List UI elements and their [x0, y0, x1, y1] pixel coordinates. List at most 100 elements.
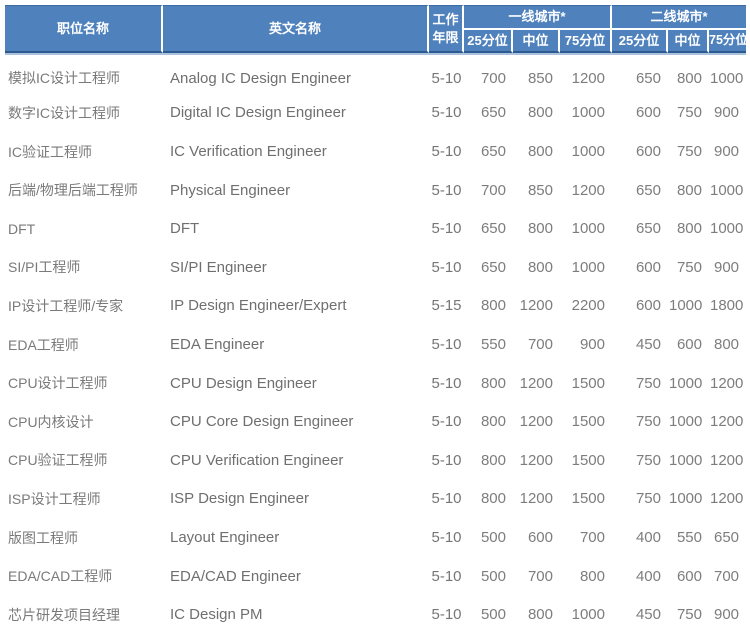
- cell-tier2-p75: 1200: [710, 413, 744, 431]
- cell-english: Analog IC Design Engineer: [170, 69, 351, 87]
- cell-english: Physical Engineer: [170, 181, 291, 199]
- cell-work-years: 5-10: [431, 336, 462, 354]
- cell-english: CPU Design Engineer: [170, 374, 317, 392]
- cell-tier1-p25: 500: [480, 529, 506, 547]
- cell-tier2-p50: 800: [676, 69, 702, 87]
- cell-work-years: 5-10: [431, 413, 462, 431]
- cell-english: Digital IC Design Engineer: [170, 104, 346, 122]
- cell-tier1-p75: 1500: [571, 451, 605, 469]
- cell-work-years: 5-10: [431, 143, 462, 161]
- header-work-years-line2: 年限: [432, 29, 459, 45]
- cell-position: EDA工程师: [8, 336, 79, 353]
- table-row: CPU验证工程师 CPU Verification Engineer 5-10 …: [5, 441, 746, 480]
- table-row: DFT DFT 5-10 650 800 1000 650 800 1000: [5, 209, 746, 248]
- header-tier1-group: 一线城市*: [464, 5, 612, 30]
- cell-tier2-p50: 750: [676, 258, 702, 276]
- cell-tier2-p25: 750: [635, 374, 661, 392]
- cell-tier1-p50: 700: [527, 567, 553, 585]
- cell-tier1-p50: 800: [527, 220, 553, 238]
- cell-position: 数字IC设计工程师: [8, 104, 120, 121]
- cell-tier1-p25: 700: [480, 69, 506, 87]
- table-row: 数字IC设计工程师 Digital IC Design Engineer 5-1…: [5, 94, 746, 133]
- cell-tier1-p75: 1000: [571, 143, 605, 161]
- cell-tier1-p50: 850: [527, 181, 553, 199]
- header-underline: [5, 53, 747, 56]
- cell-tier2-p25: 650: [635, 69, 661, 87]
- cell-work-years: 5-10: [431, 69, 462, 87]
- cell-tier2-p75: 900: [713, 258, 740, 276]
- cell-english: DFT: [170, 220, 200, 238]
- cell-tier2-p75: 1000: [710, 69, 744, 87]
- cell-position: CPU验证工程师: [8, 452, 108, 469]
- cell-position: CPU设计工程师: [8, 375, 108, 392]
- cell-tier1-p50: 700: [527, 336, 553, 354]
- table-row: CPU设计工程师 CPU Design Engineer 5-10 800 12…: [5, 364, 746, 403]
- cell-tier1-p50: 1200: [519, 374, 553, 392]
- cell-tier2-p25: 600: [635, 297, 661, 315]
- cell-work-years: 5-10: [431, 258, 462, 276]
- table-header: 职位名称 英文名称 工作 年限 一线城市* 二线城市* 25分位 中位 75分位 …: [5, 5, 747, 54]
- table-row: EDA/CAD工程师 EDA/CAD Engineer 5-10 500 700…: [5, 557, 746, 596]
- cell-tier2-p75: 1200: [710, 374, 744, 392]
- cell-tier2-p25: 400: [635, 529, 661, 547]
- cell-position: DFT: [8, 220, 36, 237]
- cell-tier1-p75: 1000: [571, 258, 605, 276]
- cell-tier1-p50: 600: [527, 529, 553, 547]
- cell-tier1-p50: 850: [527, 69, 553, 87]
- header-tier2-p25: 25分位: [612, 29, 668, 54]
- cell-work-years: 5-10: [431, 606, 462, 624]
- cell-tier1-p25: 800: [480, 413, 506, 431]
- cell-position: IP设计工程师/专家: [8, 297, 124, 314]
- table-row: 芯片研发项目经理 IC Design PM 5-10 500 800 1000 …: [5, 595, 746, 634]
- cell-tier1-p75: 1000: [571, 606, 605, 624]
- cell-position: 后端/物理后端工程师: [8, 182, 138, 199]
- cell-tier1-p50: 800: [527, 143, 553, 161]
- cell-tier2-p75: 650: [713, 529, 740, 547]
- table-row: IP设计工程师/专家 IP Design Engineer/Expert 5-1…: [5, 287, 746, 326]
- table-row: SI/PI工程师 SI/PI Engineer 5-10 650 800 100…: [5, 248, 746, 287]
- cell-tier2-p50: 1000: [669, 490, 703, 508]
- table-row: IC验证工程师 IC Verification Engineer 5-10 65…: [5, 132, 746, 171]
- cell-tier2-p75: 900: [713, 606, 740, 624]
- cell-tier2-p50: 600: [676, 336, 702, 354]
- cell-tier2-p75: 1200: [710, 451, 744, 469]
- cell-tier2-p50: 550: [676, 529, 702, 547]
- cell-tier2-p75: 1000: [710, 181, 744, 199]
- cell-work-years: 5-15: [431, 297, 462, 315]
- cell-tier1-p25: 800: [480, 490, 506, 508]
- table-row: 版图工程师 Layout Engineer 5-10 500 600 700 4…: [5, 518, 746, 557]
- table-body: 模拟IC设计工程师 Analog IC Design Engineer 5-10…: [5, 53, 747, 634]
- cell-tier1-p75: 900: [579, 336, 605, 354]
- cell-work-years: 5-10: [431, 104, 462, 122]
- cell-position: ISP设计工程师: [8, 490, 101, 507]
- cell-tier1-p25: 800: [480, 297, 506, 315]
- cell-tier1-p25: 500: [480, 606, 506, 624]
- cell-tier1-p50: 1200: [519, 451, 553, 469]
- cell-tier2-p25: 450: [635, 606, 661, 624]
- cell-tier1-p75: 1200: [571, 181, 605, 199]
- cell-position: 版图工程师: [8, 529, 78, 546]
- cell-english: EDA/CAD Engineer: [170, 567, 301, 585]
- cell-tier2-p25: 650: [635, 181, 661, 199]
- cell-position: SI/PI工程师: [8, 259, 81, 276]
- cell-tier1-p75: 1500: [571, 374, 605, 392]
- cell-tier1-p75: 1200: [571, 69, 605, 87]
- cell-tier1-p25: 800: [480, 374, 506, 392]
- cell-tier2-p25: 750: [635, 413, 661, 431]
- cell-tier1-p25: 650: [480, 258, 506, 276]
- cell-tier1-p50: 800: [527, 258, 553, 276]
- header-tier1-p75: 75分位: [560, 29, 612, 54]
- cell-tier1-p50: 1200: [519, 413, 553, 431]
- cell-tier1-p50: 800: [527, 606, 553, 624]
- cell-position: 芯片研发项目经理: [8, 606, 120, 623]
- cell-tier1-p25: 650: [480, 143, 506, 161]
- cell-tier1-p75: 1000: [571, 220, 605, 238]
- cell-tier1-p75: 1000: [571, 104, 605, 122]
- cell-tier2-p50: 750: [676, 143, 702, 161]
- cell-position: CPU内核设计: [8, 413, 94, 430]
- cell-english: CPU Core Design Engineer: [170, 413, 354, 431]
- cell-english: SI/PI Engineer: [170, 258, 267, 276]
- cell-tier2-p50: 750: [676, 104, 702, 122]
- table-row: 后端/物理后端工程师 Physical Engineer 5-10 700 85…: [5, 171, 746, 210]
